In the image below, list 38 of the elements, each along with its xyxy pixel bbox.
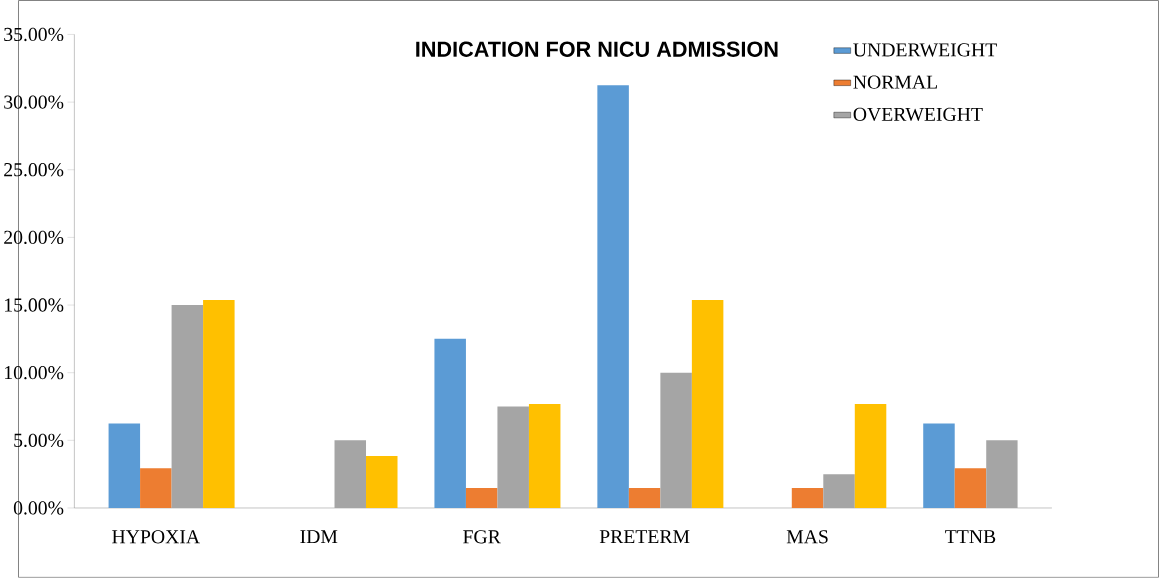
bar (660, 372, 692, 509)
y-tick-label: 30.00% (4, 95, 64, 109)
bar (628, 488, 661, 509)
bar (528, 404, 561, 509)
y-tick-label: 15.00% (5, 298, 64, 312)
bar (823, 474, 855, 509)
bar (108, 423, 141, 509)
bar (923, 423, 955, 509)
y-tick-label: 5.00% (14, 433, 64, 448)
chart-title: INDICATION FOR NICU ADMISSION (416, 41, 778, 57)
bar (854, 404, 887, 509)
y-tick-label: 10.00% (5, 366, 64, 380)
bar (140, 468, 172, 509)
x-tick-label: PRETERM (599, 530, 690, 544)
bar (497, 406, 529, 509)
bar (203, 299, 235, 509)
bar (366, 455, 398, 509)
x-tick-label: FGR (463, 530, 501, 544)
bar (986, 440, 1018, 509)
y-tick-label: 0.00% (13, 501, 64, 515)
bar (434, 338, 466, 509)
bar (465, 488, 498, 509)
legend-label: OVERWEIGHT (853, 107, 983, 122)
bar (171, 305, 204, 509)
x-tick-label: IDM (300, 530, 338, 544)
bar (597, 85, 629, 509)
bar (791, 488, 824, 509)
legend-label: NORMAL (853, 75, 937, 89)
x-tick-label: TTNB (945, 530, 996, 544)
bar (954, 468, 987, 509)
bar (691, 299, 724, 509)
y-tick-label: 35.00% (4, 27, 64, 42)
legend-label: UNDERWEIGHT (853, 43, 997, 57)
bar (334, 440, 367, 509)
x-tick-label: MAS (786, 530, 828, 544)
y-tick-label: 25.00% (4, 163, 64, 177)
y-tick-label: 20.00% (4, 230, 64, 245)
x-tick-label: HYPOXIA (112, 530, 200, 544)
